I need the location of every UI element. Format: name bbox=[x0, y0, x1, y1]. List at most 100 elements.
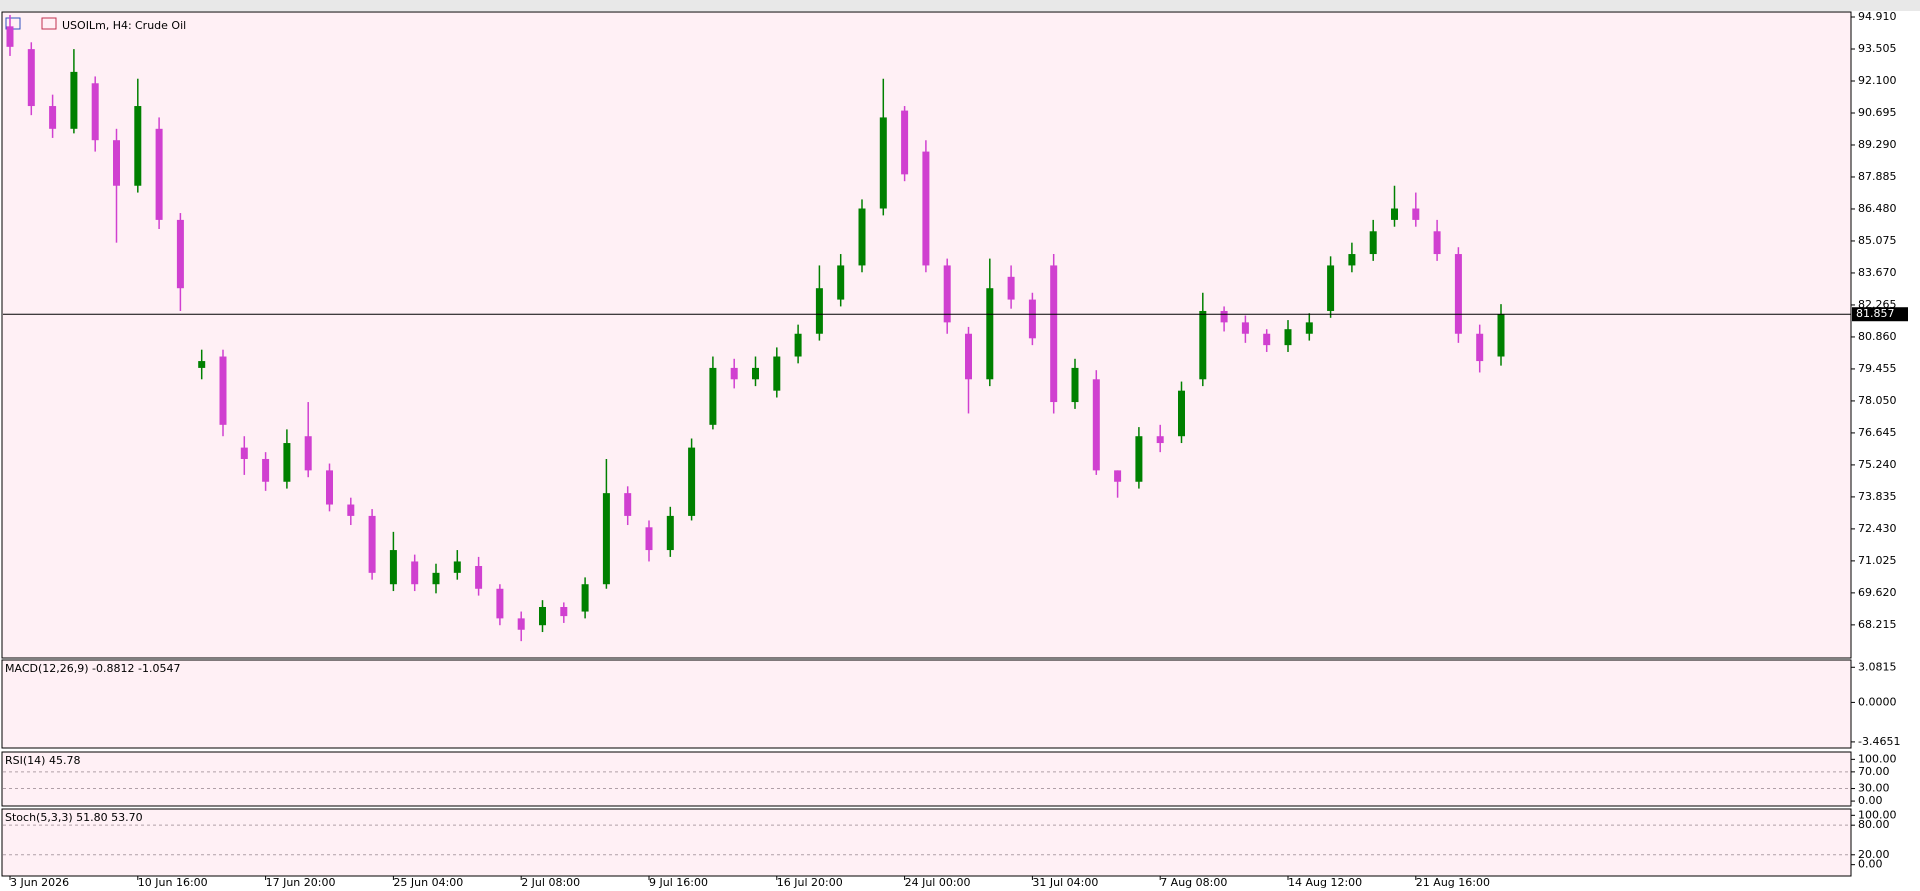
candle-body bbox=[645, 527, 653, 551]
y-tick-label: 100.00 bbox=[1858, 808, 1897, 821]
y-tick-label: 76.645 bbox=[1858, 426, 1897, 439]
candle-body bbox=[1156, 436, 1164, 444]
rsi-panel bbox=[1, 751, 1852, 807]
candle-body bbox=[1071, 367, 1079, 403]
y-tick-label: 71.025 bbox=[1858, 554, 1897, 567]
candle-body bbox=[879, 117, 887, 209]
candle-body bbox=[453, 561, 461, 573]
candle-body bbox=[773, 356, 781, 391]
y-tick-label: 90.695 bbox=[1858, 106, 1897, 119]
y-tick-label: 94.910 bbox=[1858, 10, 1897, 23]
candle-body bbox=[666, 515, 674, 551]
candle-body bbox=[858, 208, 866, 266]
candle-body bbox=[581, 584, 589, 612]
candle-body bbox=[1369, 231, 1377, 255]
x-tick-label: 25 Jun 04:00 bbox=[393, 876, 463, 889]
candle-body bbox=[475, 566, 483, 589]
candle-body bbox=[922, 151, 930, 266]
y-tick-label: 30.00 bbox=[1858, 782, 1890, 795]
candle-body bbox=[27, 49, 35, 107]
y-tick-label: 0.00 bbox=[1858, 794, 1883, 807]
y-tick-label: 0.0000 bbox=[1858, 695, 1897, 708]
candle-body bbox=[901, 110, 909, 175]
candle-body bbox=[1050, 265, 1058, 403]
candle-body bbox=[560, 606, 568, 617]
candle-body bbox=[70, 71, 78, 129]
y-tick-label: 68.215 bbox=[1858, 618, 1897, 631]
candle-body bbox=[326, 470, 333, 505]
candle-body bbox=[155, 128, 163, 220]
candle-body bbox=[1135, 436, 1143, 482]
candle-body bbox=[1007, 276, 1015, 300]
x-tick-label: 7 Aug 08:00 bbox=[1160, 876, 1227, 889]
x-tick-label: 2 Jul 08:00 bbox=[521, 876, 580, 889]
candle-body bbox=[368, 515, 376, 573]
candle-body bbox=[1348, 254, 1356, 266]
candle-body bbox=[49, 106, 57, 129]
y-tick-label: 85.075 bbox=[1858, 234, 1897, 247]
current-price-label: 81.857 bbox=[1856, 307, 1895, 320]
candle-body bbox=[1476, 333, 1484, 362]
candle-body bbox=[1028, 299, 1036, 339]
y-tick-label: 93.505 bbox=[1858, 42, 1897, 55]
current-price-box bbox=[1852, 307, 1908, 322]
x-tick-label: 3 Jun 2026 bbox=[10, 876, 69, 889]
x-tick-label: 31 Jul 04:00 bbox=[1032, 876, 1098, 889]
candle-body bbox=[1412, 208, 1420, 220]
candle-body bbox=[624, 493, 632, 516]
y-tick-label: 75.240 bbox=[1858, 458, 1897, 471]
candle-body bbox=[389, 550, 397, 585]
y-tick-label: 72.430 bbox=[1858, 522, 1897, 535]
candle-body bbox=[219, 356, 227, 425]
x-tick-label: 21 Aug 16:00 bbox=[1416, 876, 1490, 889]
x-tick-label: 14 Aug 12:00 bbox=[1288, 876, 1362, 889]
y-tick-label: 100.00 bbox=[1858, 752, 1897, 765]
candle-body bbox=[1391, 208, 1398, 220]
candle-body bbox=[688, 447, 696, 516]
y-tick-label: 80.00 bbox=[1858, 818, 1890, 831]
candle-body bbox=[283, 443, 291, 482]
y-tick-label: 92.100 bbox=[1858, 74, 1897, 87]
x-tick-label: 16 Jul 20:00 bbox=[777, 876, 843, 889]
y-tick-label: 80.860 bbox=[1858, 330, 1897, 343]
y-tick-label: 70.00 bbox=[1858, 765, 1890, 778]
candle-body bbox=[411, 561, 419, 585]
y-tick-label: 69.620 bbox=[1858, 586, 1897, 599]
candle-body bbox=[986, 288, 994, 380]
candle-body bbox=[837, 265, 845, 300]
y-tick-label: 20.00 bbox=[1858, 848, 1890, 861]
candle-body bbox=[113, 140, 120, 186]
candle-body bbox=[1199, 310, 1207, 380]
candle-body bbox=[240, 447, 248, 459]
y-tick-label: 86.480 bbox=[1858, 202, 1897, 215]
candle-body bbox=[496, 588, 504, 619]
toolbar bbox=[0, 0, 1920, 11]
y-tick-label: 79.455 bbox=[1858, 362, 1897, 375]
candle-body bbox=[709, 367, 717, 425]
macd-panel bbox=[1, 659, 1852, 749]
x-tick-label: 17 Jun 20:00 bbox=[266, 876, 336, 889]
y-tick-label: -3.4651 bbox=[1858, 735, 1900, 748]
indicator-title: Stoch(5,3,3) 51.80 53.70 bbox=[5, 811, 143, 824]
candle-body bbox=[943, 265, 951, 323]
candle-body bbox=[1305, 322, 1313, 334]
candle-body bbox=[262, 458, 270, 482]
candle-body bbox=[1092, 379, 1100, 471]
y-tick-label: 87.885 bbox=[1858, 170, 1897, 183]
candle-body bbox=[1433, 231, 1441, 255]
candle-body bbox=[1220, 310, 1228, 323]
candle-body bbox=[794, 333, 802, 357]
x-tick-label: 10 Jun 16:00 bbox=[138, 876, 208, 889]
y-tick-label: 78.050 bbox=[1858, 394, 1897, 407]
candle-body bbox=[1241, 322, 1249, 334]
candle-body bbox=[1178, 390, 1185, 437]
description: Crude Oil bbox=[135, 19, 186, 32]
candle-body bbox=[176, 219, 184, 289]
indicator-title: RSI(14) 45.78 bbox=[5, 754, 80, 767]
candle-body bbox=[91, 83, 99, 141]
y-tick-label: 3.0815 bbox=[1858, 660, 1897, 673]
candle-body bbox=[1284, 329, 1292, 346]
candle-body bbox=[1114, 470, 1122, 482]
candle-body bbox=[6, 26, 14, 47]
